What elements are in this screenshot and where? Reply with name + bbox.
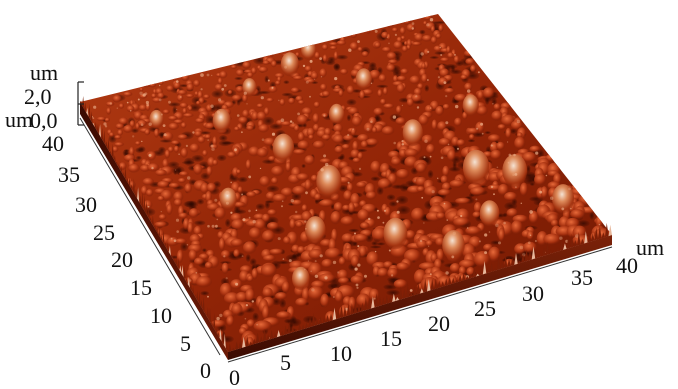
x-axis-unit: um	[636, 235, 664, 260]
surface-texture	[91, 14, 612, 348]
x-axis-tick: 35	[571, 265, 593, 290]
y-axis-tick: 35	[58, 162, 80, 187]
x-axis-tick: 20	[428, 311, 450, 336]
x-axis-tick: 30	[522, 281, 544, 306]
y-axis-tick: 5	[180, 331, 191, 356]
y-axis-unit: um	[5, 107, 33, 132]
x-axis: 0 5 10 15 20 25 30 35 40 um	[227, 235, 664, 389]
x-axis-tick: 10	[330, 341, 352, 366]
y-axis: um 40 35 30 25 20 15 10 5 0	[5, 107, 221, 383]
y-axis-tick: 15	[130, 275, 152, 300]
surface-left-face	[80, 102, 228, 360]
y-axis-tick: 20	[111, 247, 133, 272]
x-axis-tick: 0	[229, 365, 240, 389]
x-axis-tick: 40	[616, 253, 638, 278]
z-axis-unit: um	[30, 60, 58, 85]
surface-front-face	[228, 235, 612, 360]
y-axis-tick: 30	[75, 192, 97, 217]
x-axis-tick: 15	[380, 326, 402, 351]
y-axis-tick: 40	[42, 131, 64, 156]
x-axis-tick: 25	[474, 296, 496, 321]
x-axis-tick: 5	[280, 350, 291, 375]
y-axis-tick: 25	[93, 220, 115, 245]
z-axis: um 2,0 0,0	[24, 60, 84, 133]
y-axis-tick: 10	[150, 303, 172, 328]
surface-edge-spikes	[80, 96, 612, 352]
z-axis-tick: 0,0	[30, 108, 58, 133]
z-axis-tick: 2,0	[24, 84, 52, 109]
y-axis-tick: 0	[200, 358, 211, 383]
